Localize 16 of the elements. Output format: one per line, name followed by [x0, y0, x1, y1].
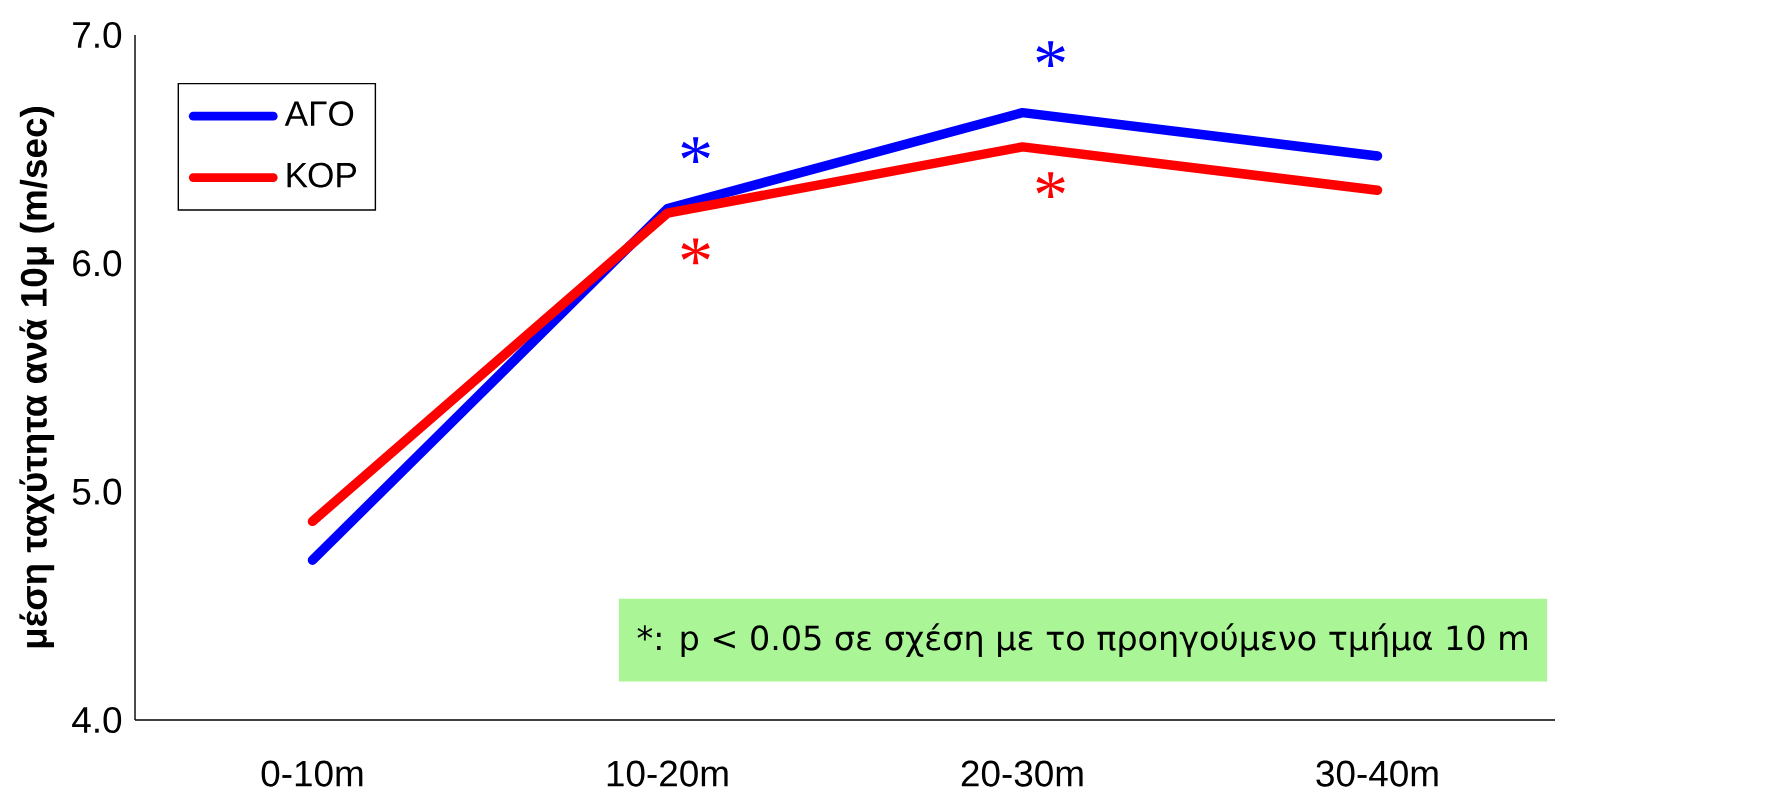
annotation: *: [1036, 41, 1065, 68]
annotation: *: p < 0.05 σε σχέση με το προηγούμενο τμήμα 10 m: [637, 623, 1527, 657]
annotation: *: [1036, 172, 1065, 198]
x-tick-label: 30-40m: [1316, 760, 1438, 787]
legend-label: ΚΟΡ: [287, 162, 357, 188]
y-tick-label: 5.0: [72, 478, 122, 505]
annotation: *: [681, 238, 710, 265]
annotation: *: [681, 137, 710, 163]
x-tick-label: 10-20m: [607, 760, 728, 787]
y-tick-label: 7.0: [73, 21, 122, 49]
y-axis-title: μέση ταχύτητα ανά 10μ (m/sec): [19, 107, 55, 648]
y-tick-label: 6.0: [73, 250, 122, 277]
x-tick-label: 20-30m: [961, 760, 1083, 787]
x-tick-label: 0-10m: [261, 760, 363, 787]
y-tick-label: 4.0: [72, 706, 122, 734]
legend-label: ΑΓΟ: [284, 101, 354, 127]
